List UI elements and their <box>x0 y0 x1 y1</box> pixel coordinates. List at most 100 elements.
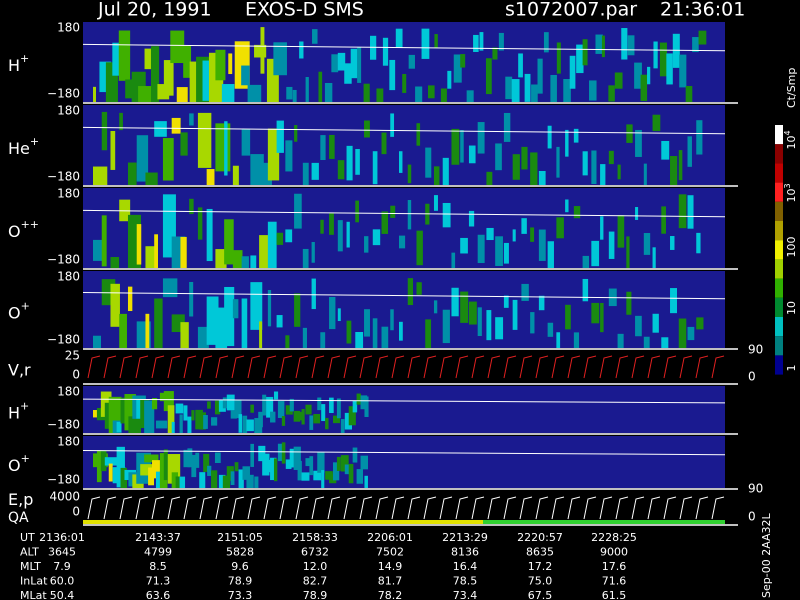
trace-line <box>82 209 726 218</box>
spectrogram-cell <box>337 160 345 180</box>
spectrogram-cell <box>221 84 235 102</box>
spectrogram-cell <box>321 404 326 422</box>
panel: H+180−180 <box>8 21 738 104</box>
panel: O++ 180 −180 <box>8 187 738 270</box>
spectrogram-cell <box>352 400 358 413</box>
spectrogram-cell <box>226 466 234 481</box>
spectrogram-cell <box>93 335 102 348</box>
spectrogram-cell <box>267 290 272 327</box>
spectrogram-cell <box>138 86 153 102</box>
spectrogram-cell <box>425 147 432 178</box>
y-tick-label: 4000 <box>49 490 80 504</box>
spectrogram-cell <box>285 140 293 172</box>
spectrogram-cell <box>582 278 589 302</box>
spectrogram-cell <box>116 421 122 433</box>
spectrogram-cell <box>382 37 389 66</box>
colorbar-segment <box>775 355 783 375</box>
spectrogram-cell <box>195 409 203 430</box>
cell: 2228:25 <box>591 531 637 544</box>
spectrogram-cell <box>407 200 412 230</box>
colorbar-label: 100 <box>785 237 798 258</box>
spectrogram-cell <box>634 62 642 89</box>
spectrogram-cell <box>241 129 251 156</box>
panel-bg <box>83 350 725 383</box>
spectrogram-cell <box>266 459 273 473</box>
spectrogram-cell <box>266 58 279 102</box>
spectrogram-cell <box>350 48 358 79</box>
spectrogram-cell <box>93 86 97 102</box>
spectrogram-cell <box>486 171 493 185</box>
spectrogram-cell <box>199 472 206 488</box>
y-tick-label: −180 <box>47 253 80 267</box>
spectrogram-cell <box>486 310 492 341</box>
spectrogram-cell <box>495 317 504 340</box>
spectrogram-cell <box>685 86 693 102</box>
spectrogram-cell <box>451 252 456 268</box>
spectrogram-cell <box>643 163 647 185</box>
panel-label: E,p <box>8 490 33 509</box>
spectrogram-cell <box>294 293 301 327</box>
cell: 78.5 <box>453 575 478 588</box>
spectrogram-cell <box>372 318 378 348</box>
spectrogram-cell <box>195 452 200 468</box>
spectrogram-cell <box>600 302 604 333</box>
colorbar-label-base: 10 <box>785 189 798 203</box>
spectrogram-cell <box>277 401 285 418</box>
y-tick-label: −180 <box>47 333 80 347</box>
spectrogram-cell <box>189 198 194 215</box>
spectrogram-cell <box>258 445 266 462</box>
spectrogram-cell <box>565 129 569 157</box>
spectrogram-cell <box>524 73 531 102</box>
spectrogram-cell <box>286 86 293 100</box>
spectrogram-cell <box>652 313 659 333</box>
spectrogram-cell <box>427 85 435 99</box>
spectrogram-cell <box>582 151 588 176</box>
colorbar-label-base: 1 <box>785 365 798 372</box>
trace-line <box>82 292 726 300</box>
y-tick-label: 180 <box>57 385 80 399</box>
spectrogram-cell <box>234 462 239 472</box>
spectrogram-cell <box>591 240 600 267</box>
spectrogram-cell <box>621 28 628 60</box>
spectrogram-cell <box>311 242 315 263</box>
spectrogram-cell <box>311 278 316 310</box>
spectrogram-cell <box>352 447 358 463</box>
y-tick-label: 0 <box>72 368 80 382</box>
cell: 5828 <box>226 546 254 559</box>
colorbar-label: 103 <box>783 183 799 202</box>
cell: 2220:57 <box>517 531 563 544</box>
label-text: O <box>8 303 21 322</box>
spectrogram-cell <box>556 217 564 239</box>
colorbar-label-base: 10 <box>785 301 798 315</box>
spectrogram-cell <box>176 87 188 102</box>
file: s1072007.par <box>505 0 637 21</box>
spectrogram-cell <box>224 219 234 265</box>
spectrogram-cell <box>175 476 181 488</box>
panel: H+180−180 <box>8 385 738 435</box>
spectrogram-cell <box>477 234 485 264</box>
spectrogram-cell <box>230 410 237 419</box>
spectrogram-cell <box>518 53 523 78</box>
y-tick-label: 180 <box>57 270 80 284</box>
cell: 60.0 <box>50 575 75 588</box>
y-tick-label: −180 <box>47 418 80 432</box>
spectrogram-cell <box>329 213 334 235</box>
spectrogram-cell <box>262 394 267 416</box>
spectrogram-cell <box>309 456 314 476</box>
cell: 17.2 <box>528 560 553 573</box>
cell: 63.6 <box>146 589 171 600</box>
y-tick-label: −180 <box>47 170 80 184</box>
spectrogram-cell <box>336 456 341 471</box>
trace-line <box>82 126 726 135</box>
spectrogram-cell <box>232 299 239 319</box>
spectrogram-cell <box>305 404 312 415</box>
spectrogram-cell <box>355 332 364 348</box>
panel-label: H+ <box>8 52 29 75</box>
spectrogram-cell <box>442 309 450 344</box>
spectrogram-cell <box>101 215 107 267</box>
spectrogram-cell <box>144 454 159 463</box>
colorbar-segment <box>775 278 783 298</box>
spectrogram-cell <box>576 44 584 74</box>
spectrogram-cell <box>647 66 651 85</box>
